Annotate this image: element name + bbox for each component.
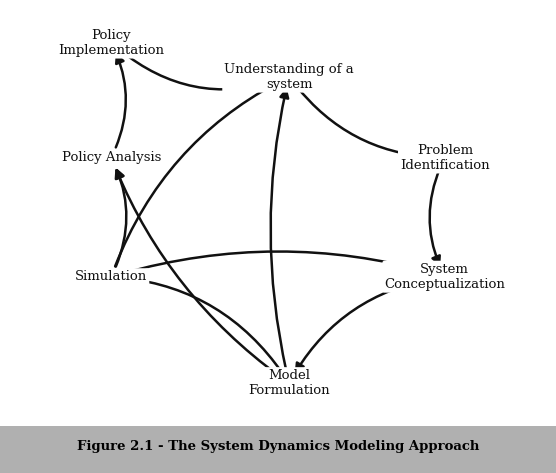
- Text: Simulation: Simulation: [75, 270, 147, 283]
- Text: Figure 2.1 - The System Dynamics Modeling Approach: Figure 2.1 - The System Dynamics Modelin…: [77, 440, 479, 454]
- Text: Policy
Implementation: Policy Implementation: [58, 28, 164, 57]
- Text: Problem
Identification: Problem Identification: [400, 143, 490, 172]
- Text: Understanding of a
system: Understanding of a system: [224, 62, 354, 91]
- Text: Policy Analysis: Policy Analysis: [62, 151, 161, 164]
- Text: System
Conceptualization: System Conceptualization: [384, 263, 505, 291]
- Text: Model
Formulation: Model Formulation: [249, 369, 330, 397]
